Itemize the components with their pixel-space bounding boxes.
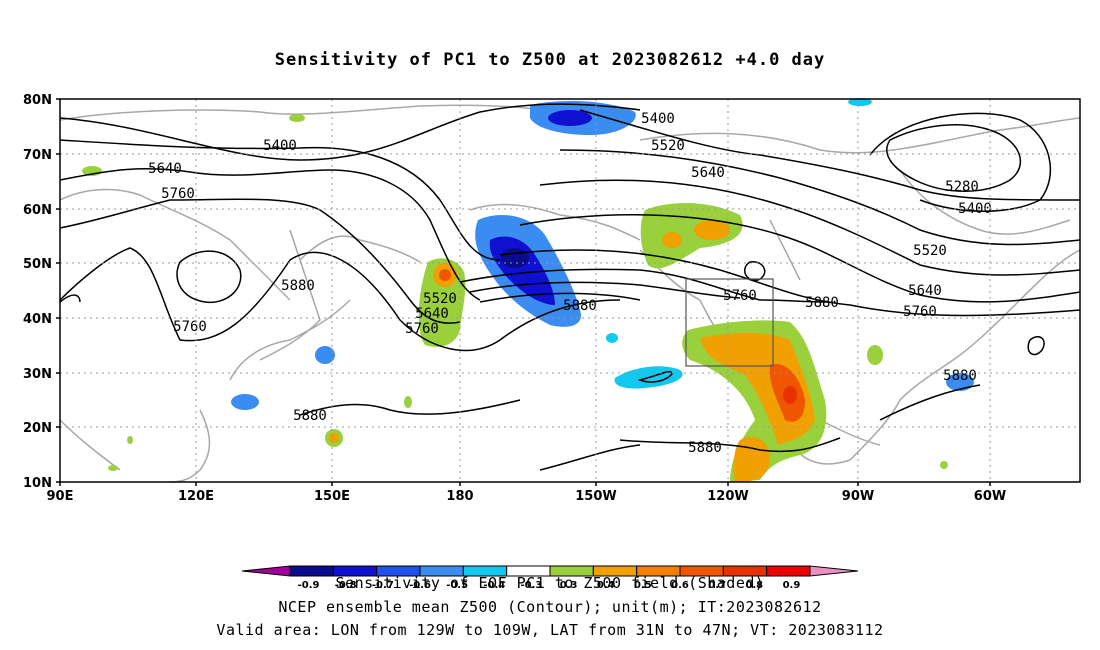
colorbar-label: 0.7 [708, 580, 726, 591]
lat-labels: 80N 70N 60N 50N 40N 30N 20N 10N [23, 93, 52, 491]
contour-label: 5880 [281, 278, 315, 294]
footer-line-2: NCEP ensemble mean Z500 (Contour); unit(… [278, 598, 822, 616]
lat-label: 50N [23, 257, 52, 272]
colorbar-label: -0.6 [409, 580, 431, 591]
colorbar-label: 0.9 [783, 580, 801, 591]
lon-label: 150E [314, 489, 350, 504]
lat-label: 70N [23, 148, 52, 163]
lon-label: 90E [47, 489, 74, 504]
lat-label: 40N [23, 312, 52, 327]
z500-contours [59, 103, 1081, 471]
lat-label: 10N [23, 476, 52, 491]
lat-label: 30N [23, 367, 52, 382]
lat-label: 60N [23, 203, 52, 218]
colorbar-label: -0.7 [372, 580, 394, 591]
colorbar-label: 0.6 [671, 580, 689, 591]
contour-label: 5400 [958, 201, 992, 217]
map-frame [59, 98, 1081, 483]
chart-title: Sensitivity of PC1 to Z500 at 2023082612… [274, 50, 826, 70]
colorbar: -0.9 -0.8 -0.7 -0.6 -0.5 -0.4 -0.3 0.3 0.4 0.5 0.6… [241, 565, 859, 591]
shaded-sensitivity [82, 98, 974, 482]
contour-label: 5640 [148, 161, 182, 177]
colorbar-label: -0.8 [335, 580, 357, 591]
colorbar-label: 0.3 [560, 580, 578, 591]
lat-label: 80N [23, 93, 52, 108]
footer-line-3: Valid area: LON from 129W to 109W, LAT f… [216, 621, 884, 639]
contour-label: 5640 [691, 165, 725, 181]
contour-label: 5520 [423, 291, 457, 307]
lon-label: 150W [575, 489, 616, 504]
colorbar-label: -0.9 [298, 580, 320, 591]
contour-label: 5760 [723, 288, 757, 304]
contour-label: 5880 [943, 368, 977, 384]
lon-labels: 90E 120E 150E 180 150W 120W 90W 60W [47, 489, 1007, 504]
valid-area-box [685, 278, 774, 367]
gridlines [60, 99, 1080, 482]
contour-label: 5880 [563, 298, 597, 314]
lat-label: 20N [23, 421, 52, 436]
contour-label: 5400 [263, 138, 297, 154]
lon-label: 60W [974, 489, 1006, 504]
contour-label: 5880 [805, 295, 839, 311]
contour-label: 5640 [908, 283, 942, 299]
colorbar-label: 0.4 [597, 580, 615, 591]
colorbar-label: -0.5 [446, 580, 468, 591]
contour-label: 5760 [173, 319, 207, 335]
lon-label: 120E [178, 489, 214, 504]
lon-label: 180 [446, 489, 473, 504]
lon-label: 90W [842, 489, 874, 504]
contour-label: 5400 [641, 111, 675, 127]
contour-label: 5760 [405, 321, 439, 337]
contour-label: 5640 [415, 306, 449, 322]
colorbar-label: -0.4 [483, 580, 505, 591]
contour-labels: 5400 5400 5520 5640 5640 5760 5880 5760 … [148, 111, 992, 456]
footer-line-1: Sensitivity of EOF PC1 to Z500 field (Sh… [335, 574, 765, 592]
contour-label: 5760 [903, 304, 937, 320]
lon-label: 120W [707, 489, 748, 504]
colorbar-label: -0.3 [520, 580, 542, 591]
contour-label: 5760 [161, 186, 195, 202]
contour-label: 5280 [945, 179, 979, 195]
contour-label: 5880 [293, 408, 327, 424]
contour-label: 5880 [688, 440, 722, 456]
contour-label: 5520 [913, 243, 947, 259]
colorbar-label: 0.8 [745, 580, 763, 591]
colorbar-cell [809, 565, 859, 577]
colorbar-label: 0.5 [634, 580, 652, 591]
contour-label: 5520 [651, 138, 685, 154]
